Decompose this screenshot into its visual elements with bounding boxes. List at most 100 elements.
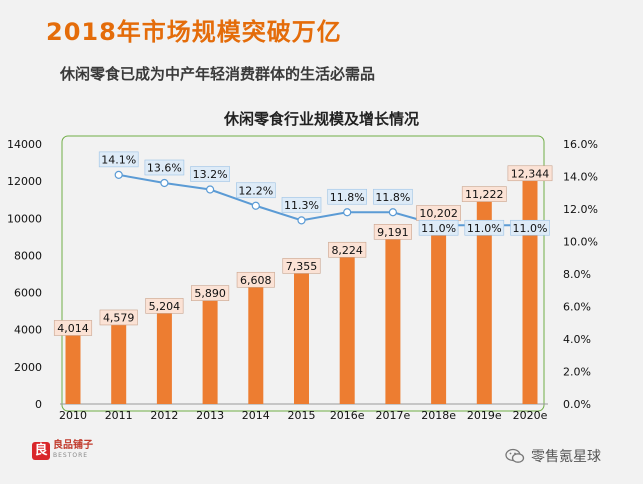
bar	[522, 174, 538, 404]
line-data-label-box	[373, 188, 413, 205]
line-data-label-box	[281, 197, 322, 213]
wechat-icon	[505, 448, 525, 463]
bar-data-label-box	[282, 258, 321, 274]
y-left-tick-label: 2000	[14, 361, 42, 374]
x-tick-label: 2016e	[330, 409, 365, 422]
bar-data-label-box	[236, 271, 275, 288]
page-title: 2018年市场规模突破万亿	[46, 18, 342, 46]
bar	[156, 307, 172, 404]
watermark-text: 零售氪星球	[531, 449, 601, 465]
bar-data-label-box	[99, 309, 138, 326]
x-tick-label: 2015	[288, 409, 316, 422]
bar	[339, 251, 355, 404]
x-tick-label: 2012	[150, 409, 178, 422]
line-data-label-box	[418, 219, 459, 236]
line-data-label: 11.0%	[421, 222, 456, 235]
brand-name-en: BESTORE	[53, 452, 89, 459]
bar	[431, 214, 447, 404]
bar-data-label: 4,579	[103, 311, 135, 324]
bar-data-label-box	[145, 298, 184, 314]
line-point	[388, 208, 397, 217]
y-right-tick-label: 4.0%	[563, 333, 591, 346]
bar-data-label: 6,608	[240, 274, 272, 287]
bar-data-label-box	[373, 224, 412, 240]
bar-data-label-box	[328, 241, 367, 258]
brand-name: 良品铺子	[53, 440, 93, 451]
line-data-label-box	[98, 151, 139, 168]
line-data-label: 11.8%	[330, 191, 365, 204]
bar-data-label: 7,355	[286, 260, 318, 273]
line-data-label: 11.0%	[467, 222, 502, 235]
y-left-tick-label: 12000	[7, 175, 42, 188]
line-data-label: 11.3%	[284, 199, 319, 212]
line-data-label: 13.6%	[147, 162, 182, 175]
growth-line	[118, 173, 530, 227]
bar-data-label: 8,224	[331, 244, 363, 257]
bar-data-label-box	[461, 186, 507, 202]
bar	[111, 318, 127, 404]
y-left-tick-label: 10000	[7, 212, 42, 225]
x-tick-label: 2018e	[421, 409, 456, 422]
line-point	[160, 178, 169, 188]
y-left-tick-label: 6000	[14, 287, 42, 300]
bar	[202, 294, 218, 404]
y-left-tick-label: 14000	[7, 138, 42, 151]
y-right-tick-label: 12.0%	[563, 203, 598, 216]
line-data-label: 14.1%	[101, 153, 136, 166]
bar-data-label: 9,191	[377, 226, 409, 239]
bar-data-label-box	[507, 165, 553, 182]
line-data-label: 11.0%	[513, 222, 548, 235]
brand-logo-icon: 良	[32, 442, 50, 460]
line-data-label-box	[236, 182, 276, 199]
page-subtitle: 休闲零食已成为中产年轻消费群体的生活必需品	[60, 65, 376, 83]
bar-data-label-box	[53, 320, 93, 336]
y-left-tick-label: 4000	[14, 324, 42, 337]
bar	[294, 267, 309, 404]
chart-title: 休闲零食行业规模及增长情况	[223, 110, 419, 128]
x-tick-label: 2013	[196, 409, 224, 422]
line-data-label: 11.8%	[375, 191, 410, 204]
bar-data-label-box	[191, 285, 230, 301]
brand-logo: 良 良品铺子 BESTORE	[32, 441, 93, 461]
y-left-tick-label: 0	[35, 398, 42, 411]
bar	[385, 233, 401, 404]
line-point	[343, 208, 352, 217]
bar-data-label: 5,890	[194, 287, 226, 300]
line-data-label-box	[144, 159, 185, 176]
bar	[248, 281, 264, 404]
x-tick-label: 2011	[105, 409, 133, 422]
line-point	[297, 216, 306, 225]
x-tick-label: 2020e	[513, 409, 548, 422]
watermark: 零售氪星球	[505, 446, 601, 466]
y-right-tick-label: 6.0%	[563, 301, 591, 314]
x-tick-label: 2010	[59, 409, 87, 422]
bar-data-label: 11,222	[465, 188, 504, 201]
line-data-label-box	[190, 166, 230, 182]
line-data-label: 12.2%	[238, 184, 273, 197]
x-tick-label: 2017e	[376, 409, 411, 422]
bar	[65, 329, 81, 404]
y-right-tick-label: 8.0%	[563, 268, 591, 281]
y-right-tick-label: 2.0%	[563, 366, 591, 379]
line-data-label-box	[327, 188, 368, 205]
x-tick-label: 2019e	[467, 409, 502, 422]
line-point	[251, 201, 260, 210]
y-right-tick-label: 0.0%	[563, 398, 591, 411]
plot-frame	[61, 135, 545, 412]
x-tick-label: 2014	[242, 409, 270, 422]
bar	[476, 195, 492, 404]
line-point	[114, 170, 123, 179]
y-right-tick-label: 10.0%	[563, 236, 598, 249]
y-left-tick-label: 8000	[14, 249, 42, 262]
bar-data-label: 4,014	[57, 322, 89, 335]
line-data-label: 13.2%	[193, 168, 228, 181]
y-right-tick-label: 14.0%	[563, 171, 598, 184]
line-data-label-box	[464, 219, 505, 236]
y-right-tick-label: 16.0%	[563, 138, 598, 151]
bar-data-label: 5,204	[149, 300, 181, 313]
line-data-label-box	[510, 219, 550, 236]
bar-data-label: 12,344	[511, 167, 550, 180]
line-point	[206, 185, 215, 194]
bar-data-label: 10,202	[419, 207, 458, 220]
